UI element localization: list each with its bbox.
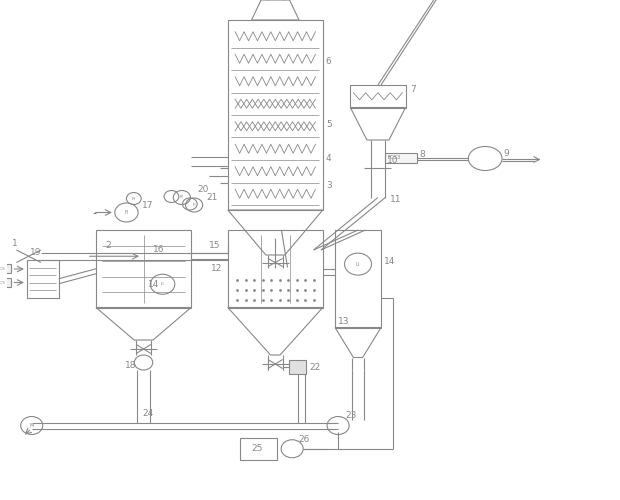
Text: 7: 7 [410,86,416,94]
Text: FI: FI [192,203,196,207]
Bar [27,260,59,298]
Text: 14: 14 [148,280,160,289]
Text: 2: 2 [105,240,111,250]
Bar [350,85,405,108]
Text: LI: LI [356,262,360,266]
Text: LI: LI [161,282,164,286]
Text: 5: 5 [326,120,332,129]
Bar [228,20,323,210]
Text: 22: 22 [309,362,321,372]
Text: 20: 20 [197,186,208,194]
Text: PI: PI [132,196,136,200]
Bar [289,360,306,374]
Text: 23: 23 [345,410,357,420]
Text: 16: 16 [153,245,164,254]
Bar [96,230,191,308]
Bar [385,152,417,162]
Bar [0,264,11,273]
Text: FCS: FCS [0,267,6,271]
Bar [240,438,277,460]
Text: 19: 19 [30,248,42,257]
Text: FCS: FCS [0,280,6,284]
Text: 9: 9 [503,149,509,158]
Text: 8: 8 [419,150,425,159]
Text: 18: 18 [125,360,136,370]
Text: 14: 14 [384,256,396,266]
Text: 1: 1 [12,240,18,248]
Text: FI: FI [125,210,128,215]
Text: M: M [30,423,34,428]
Text: 6: 6 [326,58,332,66]
Text: 21: 21 [206,193,218,202]
Text: 25: 25 [251,444,262,453]
Text: 12: 12 [211,264,222,273]
Text: 24: 24 [142,409,153,418]
Text: 3: 3 [326,181,332,190]
Text: 15: 15 [210,242,221,250]
Text: 26: 26 [298,435,309,444]
Bar [0,278,11,286]
Text: PI: PI [180,196,184,200]
Text: 13: 13 [338,317,350,326]
Text: 17: 17 [142,200,153,209]
Text: 4: 4 [326,154,332,163]
Bar [335,230,381,328]
Text: FCS3: FCS3 [387,155,401,160]
Text: 10: 10 [387,156,399,164]
Bar [228,230,323,308]
Text: 11: 11 [390,196,402,204]
